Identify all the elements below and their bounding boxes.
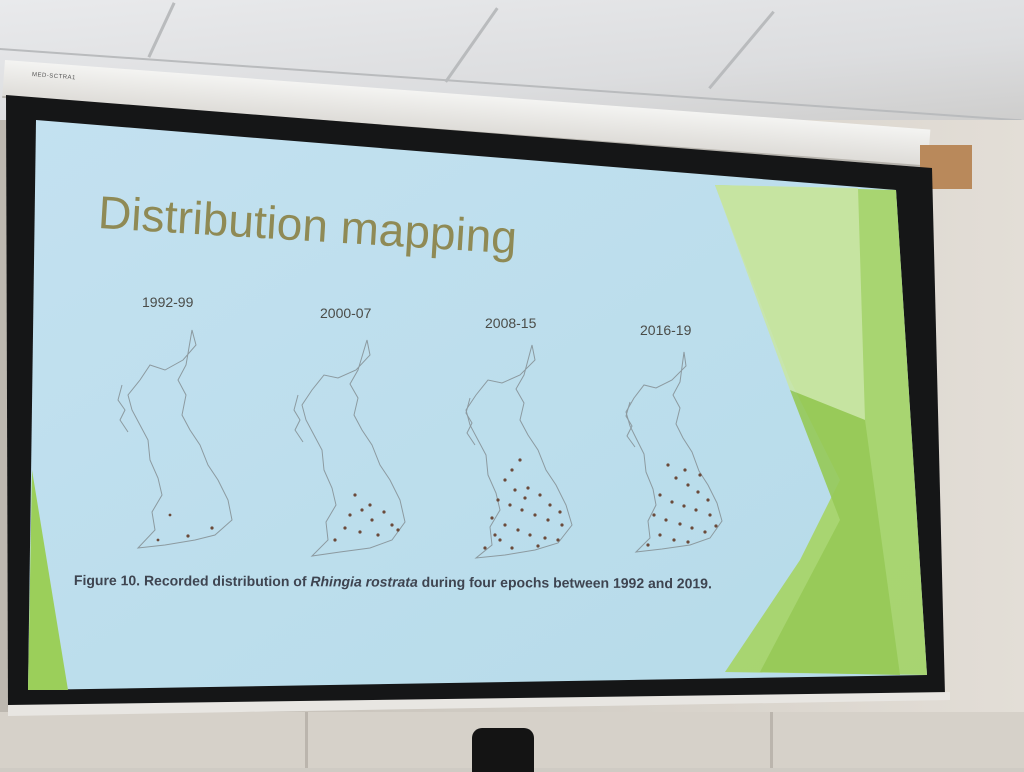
- record-dot: [666, 463, 670, 467]
- slide-area: [28, 120, 927, 690]
- record-dot: [698, 473, 702, 477]
- record-dot: [503, 523, 507, 527]
- map-outline: [301, 339, 406, 557]
- green-accent-shape: [28, 470, 68, 690]
- record-dot: [370, 518, 374, 522]
- record-dot: [538, 493, 542, 497]
- record-dot: [658, 493, 662, 497]
- caption-species: Rhingia rostrata: [310, 573, 418, 590]
- record-dot: [390, 523, 394, 527]
- record-dot: [520, 508, 524, 512]
- green-accent-shape: [715, 185, 865, 420]
- record-dot: [678, 522, 682, 526]
- record-dot: [508, 503, 512, 507]
- record-dot: [343, 526, 347, 530]
- record-dot: [523, 496, 527, 500]
- record-dot: [513, 488, 517, 492]
- record-dot: [536, 544, 540, 548]
- record-dot: [686, 540, 690, 544]
- record-dot: [548, 503, 552, 507]
- record-dot: [696, 490, 700, 494]
- record-dot: [358, 530, 362, 534]
- map-dots-2016-19: [646, 463, 718, 547]
- caption-text-end: during four epochs between 1992 and 2019…: [417, 573, 712, 592]
- record-dot: [516, 528, 520, 532]
- record-dot: [706, 498, 710, 502]
- record-dot: [496, 498, 500, 502]
- record-dot: [156, 538, 160, 542]
- record-dot: [690, 526, 694, 530]
- wall-panel-seam: [305, 712, 308, 768]
- map-outline: [465, 397, 476, 446]
- record-dot: [490, 516, 494, 520]
- record-dot: [348, 513, 352, 517]
- epoch-label: 2000-07: [320, 305, 372, 321]
- caption-text: Figure 10. Recorded distribution of: [73, 572, 311, 590]
- record-dot: [672, 538, 676, 542]
- wall-panel-seam: [770, 712, 773, 768]
- record-dot: [694, 508, 698, 512]
- epoch-label: 2016-19: [640, 322, 692, 338]
- record-dot: [556, 538, 560, 542]
- record-dot: [510, 468, 514, 472]
- record-dot: [186, 534, 190, 538]
- record-dot: [528, 533, 532, 537]
- record-dot: [674, 476, 678, 480]
- map-outline: [625, 401, 636, 448]
- record-dot: [353, 493, 357, 497]
- record-dot: [360, 508, 364, 512]
- screen-bottom-bar: [8, 692, 950, 716]
- record-dot: [546, 518, 550, 522]
- record-dot: [210, 526, 214, 530]
- map-1992-99: [117, 329, 233, 549]
- epoch-label: 2008-15: [485, 315, 537, 331]
- record-dot: [518, 458, 522, 462]
- record-dot: [652, 513, 656, 517]
- record-dot: [510, 546, 514, 550]
- record-dot: [703, 530, 707, 534]
- map-outline: [127, 329, 233, 549]
- record-dot: [376, 533, 380, 537]
- record-dot: [560, 523, 564, 527]
- map-outline: [117, 384, 129, 433]
- record-dot: [503, 478, 507, 482]
- map-2016-19: [625, 351, 723, 553]
- record-dot: [396, 528, 400, 532]
- record-dot: [686, 483, 690, 487]
- map-dots-2008-15: [483, 458, 564, 550]
- record-dot: [168, 513, 172, 517]
- record-dot: [493, 533, 497, 537]
- record-dot: [714, 524, 718, 528]
- map-2008-15: [465, 344, 573, 559]
- record-dot: [664, 518, 668, 522]
- record-dot: [682, 504, 686, 508]
- record-dot: [670, 500, 674, 504]
- record-dot: [533, 513, 537, 517]
- camera: [472, 728, 534, 772]
- epoch-label: 1992-99: [142, 294, 194, 310]
- record-dot: [558, 510, 562, 514]
- record-dot: [382, 510, 386, 514]
- record-dot: [683, 468, 687, 472]
- record-dot: [708, 513, 712, 517]
- record-dot: [498, 538, 502, 542]
- record-dot: [526, 486, 530, 490]
- record-dot: [658, 533, 662, 537]
- map-dots-2000-07: [333, 493, 400, 542]
- map-outline: [465, 344, 573, 559]
- green-accent-shape: [760, 390, 900, 675]
- map-dots-1992-99: [156, 513, 214, 542]
- figure-caption: Figure 10. Recorded distribution of Rhin…: [74, 572, 712, 591]
- record-dot: [543, 536, 547, 540]
- record-dot: [483, 546, 487, 550]
- map-outline: [625, 351, 723, 553]
- map-outline: [293, 394, 304, 443]
- record-dot: [368, 503, 372, 507]
- map-2000-07: [293, 339, 406, 557]
- record-dot: [646, 543, 650, 547]
- record-dot: [333, 538, 337, 542]
